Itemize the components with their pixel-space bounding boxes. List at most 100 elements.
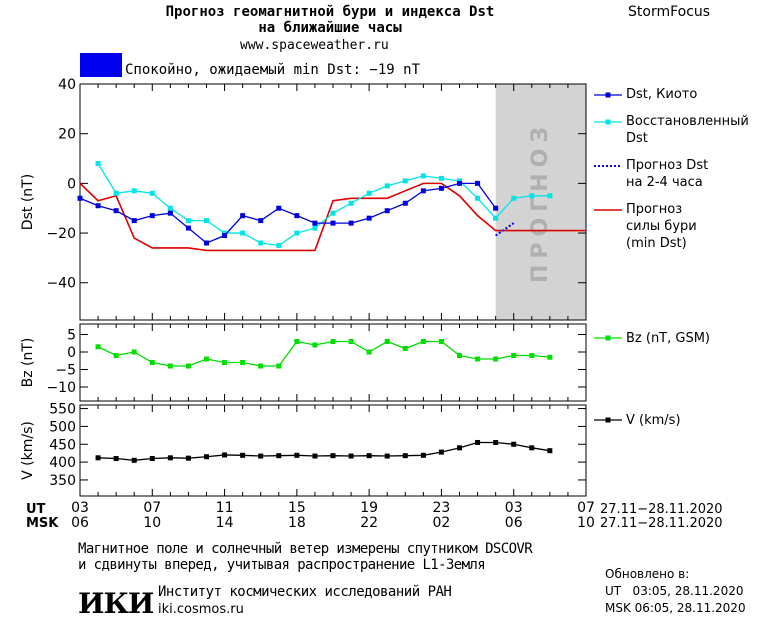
bz-point xyxy=(420,339,426,344)
v-point xyxy=(366,453,372,459)
x-tick-label-ut: 07 xyxy=(143,500,161,516)
bz-point xyxy=(167,363,173,369)
legend-swatch-bz-marker xyxy=(605,335,611,341)
legend-storm-2: силы бури xyxy=(626,219,697,234)
dst-kyoto-point xyxy=(366,215,372,221)
v-point xyxy=(547,448,553,454)
v-point xyxy=(420,452,426,458)
msk-label: MSK xyxy=(26,516,59,531)
bz-point xyxy=(204,356,209,362)
v-point xyxy=(222,452,228,458)
v-point xyxy=(294,452,300,458)
bz-line xyxy=(97,340,550,367)
dst-kyoto-point xyxy=(348,220,354,226)
panel-frame xyxy=(79,323,587,402)
v-point xyxy=(493,439,499,445)
y-tick-label: 5 xyxy=(67,328,76,344)
x-tick-label-msk: 10 xyxy=(143,515,161,531)
bz-point xyxy=(330,339,336,344)
restored-dst-point xyxy=(258,240,264,246)
dst-kyoto-line xyxy=(79,182,497,244)
restored-dst-point xyxy=(149,190,155,196)
legend-restored-2: Dst xyxy=(626,131,648,146)
bz-point xyxy=(457,353,462,358)
legend-bz: Bz (nT, GSM) xyxy=(626,331,711,346)
dst-kyoto-point xyxy=(167,210,173,216)
x-tick-label-ut: 11 xyxy=(216,500,234,516)
legend-swatch-dst-kyoto-marker xyxy=(605,92,611,98)
dst-kyoto-point xyxy=(294,213,300,219)
restored-dst-point xyxy=(276,242,282,248)
v-point xyxy=(384,453,390,459)
restored-dst-point xyxy=(493,215,499,221)
v-point xyxy=(457,445,462,451)
y-tick-label: 550 xyxy=(49,402,76,418)
restored-dst-point xyxy=(420,173,426,179)
bz-point xyxy=(438,339,444,344)
site-link[interactable]: www.spaceweather.ru xyxy=(240,38,389,53)
x-tick-label-ut: 03 xyxy=(71,500,89,516)
v-point xyxy=(149,456,155,462)
footer-note-1: Магнитное поле и солнечный ветер измерен… xyxy=(78,541,533,557)
dst-kyoto-point xyxy=(330,220,336,226)
dst-kyoto-point xyxy=(149,213,155,219)
y-tick-label: 0 xyxy=(67,345,76,361)
restored-dst-point xyxy=(95,160,101,166)
updated-msk: MSK 06:05, 28.11.2020 xyxy=(605,601,746,615)
panel-frame xyxy=(79,404,587,497)
y-tick-label: 0 xyxy=(67,176,76,192)
y-tick-label: −40 xyxy=(46,276,76,292)
restored-dst-point xyxy=(185,218,191,224)
brand-label: StormFocus xyxy=(628,4,711,20)
dst-kyoto-point xyxy=(438,185,444,191)
dst-kyoto-point xyxy=(113,208,119,214)
restored-dst-point xyxy=(240,230,246,236)
v-point xyxy=(348,453,354,459)
bz-point xyxy=(475,356,481,362)
restored-dst-point xyxy=(475,195,481,201)
updated-label: Обновлено в: xyxy=(605,567,690,581)
dst-kyoto-point xyxy=(185,225,191,231)
dst-kyoto-point xyxy=(420,188,426,194)
y-tick-label: 450 xyxy=(49,437,76,453)
footer-note-2: и сдвинуты вперед, учитывая распростране… xyxy=(78,557,486,573)
institute-site[interactable]: iki.cosmos.ru xyxy=(158,602,244,617)
v-point xyxy=(330,453,336,459)
dst-kyoto-point xyxy=(402,200,408,206)
legend-storm-3: (min Dst) xyxy=(626,236,687,251)
v-line xyxy=(98,441,550,461)
restored-dst-point xyxy=(113,190,119,196)
v-point xyxy=(475,439,481,445)
y-tick-label: 500 xyxy=(49,419,76,435)
restored-dst-point xyxy=(294,230,300,236)
y-axis-label: V (km/s) xyxy=(20,421,36,480)
legend-swatch-v-marker xyxy=(605,417,611,423)
v-point xyxy=(402,453,408,459)
y-tick-label: 350 xyxy=(49,473,76,489)
ut-label: UT xyxy=(26,502,46,517)
legend-swatch-restored-marker xyxy=(605,119,611,125)
restored-dst-point xyxy=(402,178,408,184)
x-tick-label-ut: 23 xyxy=(433,500,451,516)
restored-dst-point xyxy=(438,175,444,181)
bz-point xyxy=(529,353,535,358)
bz-point xyxy=(493,356,499,362)
y-axis-label: Bz (nT) xyxy=(20,338,36,388)
restored-dst-point xyxy=(547,193,553,199)
dst-kyoto-point xyxy=(475,180,481,186)
dst-kyoto-point xyxy=(222,233,228,239)
dst-kyoto-point xyxy=(457,180,462,186)
v-point xyxy=(438,449,444,455)
legend-restored-1: Восстановленный xyxy=(626,114,749,129)
dst-kyoto-point xyxy=(258,218,264,224)
bz-point xyxy=(185,363,191,369)
v-point xyxy=(185,455,191,461)
bz-point xyxy=(113,353,119,358)
x-tick-label-ut: 15 xyxy=(288,500,306,516)
x-tick-label-msk: 18 xyxy=(288,515,306,531)
v-point xyxy=(240,452,246,458)
x-tick-label-msk: 22 xyxy=(360,515,378,531)
x-tick-label-msk: 14 xyxy=(216,515,234,531)
bz-point xyxy=(149,360,155,365)
